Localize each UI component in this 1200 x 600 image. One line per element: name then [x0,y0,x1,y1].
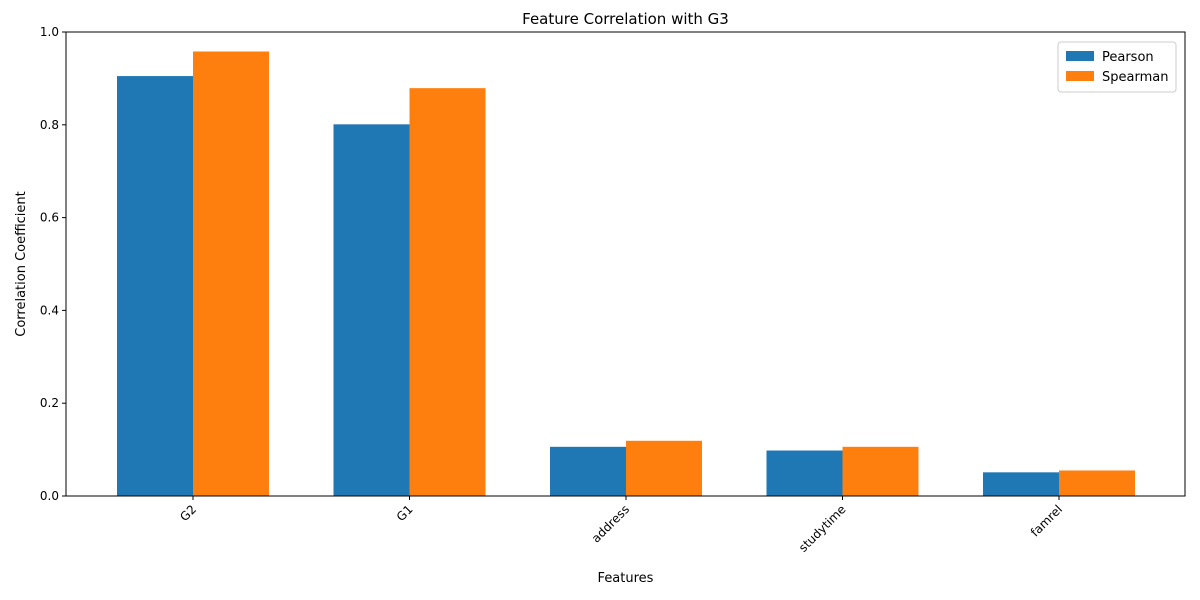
x-axis-label: Features [598,571,654,586]
y-axis-ticks: 0.0 0.2 0.4 0.6 0.8 1.0 [40,25,66,503]
y-tick-label: 0.4 [40,303,59,317]
legend-label-pearson: Pearson [1102,50,1154,65]
bar-spearman-address [626,440,702,496]
bar-pearson-g1 [333,124,410,496]
y-tick-label: 0.0 [40,489,59,503]
x-tick-label: G2 [177,502,199,524]
bar-spearman-famrel [1059,470,1135,496]
legend-swatch-pearson [1066,51,1094,61]
bar-pearson-famrel [983,472,1059,496]
y-axis-label: Correlation Coefficient [14,191,29,337]
y-tick-label: 0.2 [40,396,59,410]
x-tick-label: studytime [796,502,849,555]
bars-layer [117,51,1135,497]
y-tick-label: 1.0 [40,25,59,39]
bar-pearson-address [550,446,626,496]
y-tick-label: 0.6 [40,211,59,225]
legend-label-spearman: Spearman [1102,70,1168,85]
chart-title: Feature Correlation with G3 [522,10,729,28]
x-tick-label: address [589,502,632,545]
x-tick-label: famrel [1028,502,1065,539]
bar-pearson-g2 [117,76,193,496]
y-tick-label: 0.8 [40,118,59,132]
legend: Pearson Spearman [1057,41,1177,93]
legend-swatch-spearman [1066,71,1094,81]
bar-spearman-g2 [193,51,269,496]
x-axis-ticks: G2 G1 address studytime famrel [177,496,1065,555]
bar-pearson-studytime [766,450,843,496]
x-tick-label: G1 [394,502,416,524]
bar-spearman-studytime [842,446,919,496]
bar-spearman-g1 [409,88,486,497]
